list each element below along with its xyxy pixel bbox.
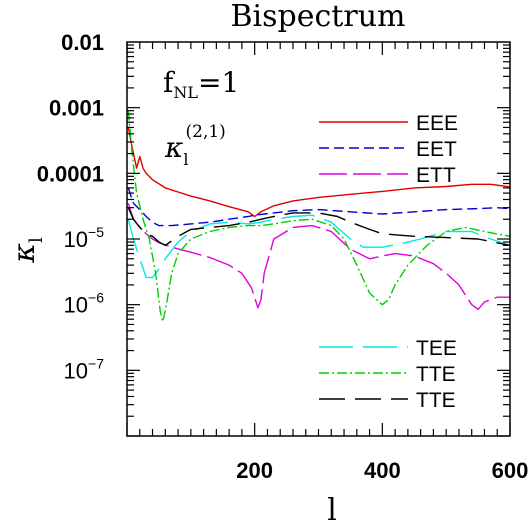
series-line-eet-1: [127, 187, 510, 227]
y-tick-label: 10−5: [64, 224, 105, 252]
plot-content: [127, 110, 510, 323]
y-tick-label: 0.0001: [37, 161, 104, 186]
y-axis-label-symbol: κ: [7, 243, 42, 264]
chart-title: Bispectrum: [231, 0, 406, 34]
y-tick-label-base: 10: [64, 227, 88, 252]
series-line-tee-3: [127, 214, 510, 279]
y-tick-label-base: 10: [64, 358, 88, 383]
kappa-annotation-sub: l: [183, 150, 188, 169]
y-tick-label: 0.01: [61, 30, 104, 55]
series-line-tte-4: [127, 110, 510, 323]
y-tick-label-base: 10: [64, 293, 88, 318]
legend-label-0: EEE: [416, 112, 458, 135]
y-tick-label: 10−6: [64, 290, 105, 318]
y-axis-label: κl: [7, 237, 47, 264]
x-tick-label: 200: [236, 458, 273, 483]
y-tick-label-exp: −5: [88, 224, 104, 240]
legend-label-5: TTE: [416, 389, 456, 412]
y-tick-label: 10−7: [64, 355, 105, 383]
series-line-ett-2: [127, 203, 510, 310]
fnl-annotation: fNL=1: [163, 66, 239, 102]
x-tick-label: 400: [364, 458, 401, 483]
y-tick-label: 0.001: [49, 96, 104, 121]
x-axis-label: l: [327, 493, 337, 527]
legend: EEE EET ETT TEE TTE TTE: [319, 112, 458, 412]
legend-label-4: TTE: [416, 363, 456, 386]
series-line-tte-5: [127, 207, 510, 247]
y-axis-label-sub: l: [26, 237, 47, 243]
legend-label-2: ETT: [416, 164, 456, 187]
y-tick-label-exp: −7: [88, 355, 104, 371]
kappa-annotation-main: κ: [164, 131, 183, 164]
fnl-annotation-rest: =1: [198, 66, 239, 99]
legend-label-3: TEE: [416, 337, 457, 360]
series-line-eee-0: [127, 127, 510, 218]
x-tick-label: 600: [492, 458, 529, 483]
legend-label-1: EET: [416, 138, 457, 161]
fnl-annotation-main: f: [163, 66, 176, 99]
fnl-annotation-sub: NL: [173, 83, 198, 102]
kappa-annotation: κl (2,1): [164, 122, 226, 169]
series-group: [127, 110, 510, 323]
kappa-annotation-sup: (2,1): [186, 122, 226, 142]
y-tick-label-exp: −6: [88, 290, 104, 306]
